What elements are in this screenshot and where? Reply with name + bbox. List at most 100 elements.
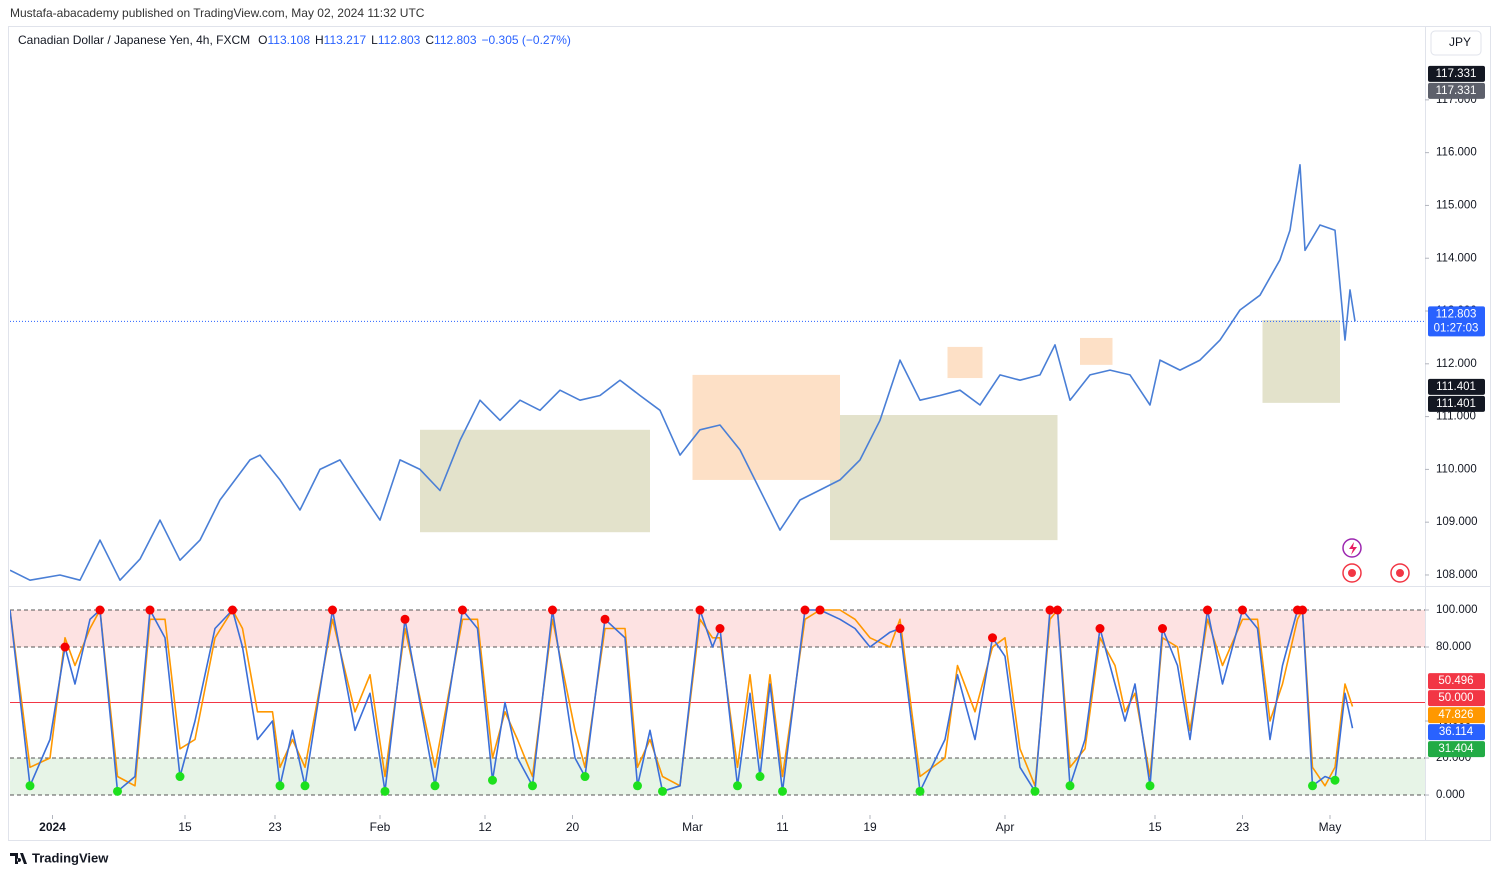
signal-dot xyxy=(1053,605,1062,615)
signal-dot xyxy=(400,614,410,624)
zone-box xyxy=(1080,337,1113,365)
axis-badge-label: 111.401 xyxy=(1436,381,1476,393)
signal-dot xyxy=(715,624,725,634)
y-tick-label: 111.000 xyxy=(1436,411,1476,423)
signal-dot xyxy=(1158,624,1167,634)
y-tick-label: 115.000 xyxy=(1436,199,1477,211)
x-tick-label: 23 xyxy=(268,820,282,834)
signal-dot xyxy=(430,781,440,791)
y-tick-label: 100.000 xyxy=(1436,604,1478,616)
price-change: −0.305 (−0.27%) xyxy=(482,33,571,47)
signal-dot xyxy=(1330,775,1340,785)
axis-badge xyxy=(1428,65,1485,82)
series-line xyxy=(10,609,1354,793)
footer-logo: TradingView xyxy=(10,850,109,865)
axis-badge-label: 31.404 xyxy=(1438,743,1474,755)
signal-dot xyxy=(988,633,997,643)
signal-dot xyxy=(380,786,390,796)
x-tick-label: 19 xyxy=(863,820,877,834)
signal-dot xyxy=(1095,624,1105,634)
signal-dot xyxy=(1238,605,1247,615)
signal-dot xyxy=(815,605,825,615)
axis-badge xyxy=(1428,306,1485,337)
signal-dot xyxy=(755,772,765,782)
x-tick-label: 15 xyxy=(1148,820,1162,834)
x-tick-label: 2024 xyxy=(39,820,66,834)
signal-dot xyxy=(778,786,787,796)
symbol-line: Canadian Dollar / Japanese Yen, 4h, FXCM… xyxy=(18,33,571,47)
signal-dot xyxy=(1030,786,1040,796)
axis-badge-label: 47.826 xyxy=(1438,709,1473,721)
signal-dot xyxy=(488,775,497,785)
signal-dot xyxy=(175,772,185,782)
signal-dot xyxy=(300,781,310,791)
axis-badge xyxy=(1428,82,1485,99)
pane-plot xyxy=(10,164,1425,581)
signal-dot xyxy=(895,624,905,634)
lightning-icon xyxy=(1349,542,1357,555)
axis-badge xyxy=(1428,741,1485,758)
axis-badge-label: 111.401 xyxy=(1436,398,1476,410)
y-tick-label: 112.000 xyxy=(1436,358,1477,370)
signal-dot xyxy=(25,781,35,791)
axis-badge-label: 36.114 xyxy=(1439,726,1474,738)
signal-dot xyxy=(1298,605,1307,615)
axis-badge-label: 50.000 xyxy=(1438,692,1473,704)
axis-badge xyxy=(1428,378,1485,395)
published-line: Mustafa-abacademy published on TradingVi… xyxy=(10,6,425,20)
signal-dot xyxy=(1203,605,1212,615)
y-tick-label: 116.000 xyxy=(1436,147,1477,159)
flag-dot xyxy=(1396,569,1404,577)
x-tick-label: 23 xyxy=(1236,820,1250,834)
signal-dot xyxy=(633,781,642,791)
axis-badge-label: 112.803 xyxy=(1436,308,1477,320)
signal-dot xyxy=(580,772,590,782)
x-tick-label: 11 xyxy=(776,820,789,834)
x-tick-label: 12 xyxy=(478,820,492,834)
signal-dot xyxy=(548,605,557,615)
axis-badge xyxy=(1428,673,1485,690)
signal-dot xyxy=(600,614,610,624)
x-tick-label: May xyxy=(1319,820,1342,834)
signal-dot xyxy=(328,605,337,615)
y-tick-label: 0.000 xyxy=(1436,789,1465,801)
y-tick-label: 110.000 xyxy=(1436,463,1477,475)
signal-dot xyxy=(800,605,810,615)
currency-button[interactable] xyxy=(1430,30,1482,56)
signal-dot xyxy=(1145,781,1155,791)
logo-mark xyxy=(10,853,27,864)
axis-badge xyxy=(1428,690,1485,707)
zone-box xyxy=(692,374,840,480)
zone-box xyxy=(420,429,650,533)
chart-icons xyxy=(1342,538,1410,583)
signal-dot xyxy=(658,786,667,796)
ohlc-value: 112.803 xyxy=(434,33,477,47)
signal-dot xyxy=(95,605,105,615)
ohlc-letter: H xyxy=(315,33,324,47)
signal-dot xyxy=(1045,605,1055,615)
pane-plot xyxy=(10,605,1425,796)
y-tick-label: 108.000 xyxy=(1436,569,1478,581)
signal-dot xyxy=(145,605,155,615)
zone-box xyxy=(1262,319,1340,403)
ohlc-value: 113.108 xyxy=(268,33,311,47)
x-tick-label: Apr xyxy=(996,820,1015,834)
event-icon[interactable] xyxy=(1342,538,1362,558)
zone-band xyxy=(10,758,1425,796)
signal-dot xyxy=(113,786,122,796)
signal-dot xyxy=(528,781,537,791)
x-tick-label: Feb xyxy=(370,820,391,834)
signal-dot xyxy=(915,786,925,796)
currency-label[interactable]: JPY xyxy=(1449,35,1471,49)
axis-badge-label: 117.331 xyxy=(1436,85,1477,97)
signal-dot xyxy=(458,605,467,615)
x-tick-label: 20 xyxy=(566,820,580,834)
ohlc-value: 112.803 xyxy=(378,33,421,47)
y-tick-label: 80.000 xyxy=(1436,641,1471,653)
signal-dot xyxy=(1308,781,1317,791)
axis-badge xyxy=(1428,707,1485,724)
y-tick-label: 114.000 xyxy=(1436,252,1477,264)
x-tick-label: Mar xyxy=(682,820,703,834)
axis-badge-label: 117.331 xyxy=(1436,68,1477,80)
